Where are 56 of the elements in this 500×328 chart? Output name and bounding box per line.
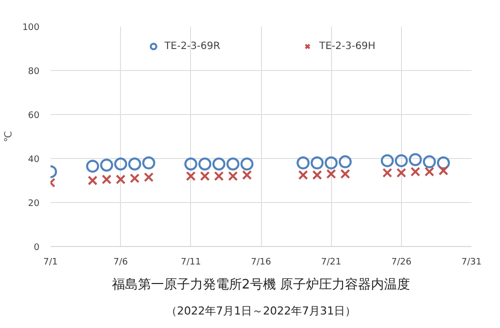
point: [408, 153, 422, 166]
x-tick-label: 7/1: [43, 258, 58, 268]
point: [130, 173, 140, 184]
point: [326, 169, 336, 179]
text: 福島第一原子力発電所2号機 原子炉圧力容器内温度: [112, 276, 410, 292]
point: [396, 168, 406, 178]
y-tick-label: 80: [28, 67, 40, 77]
x-tick-label: 7/31: [461, 258, 482, 268]
legend-label: TE-2-3-69H: [319, 40, 376, 52]
point: [410, 166, 420, 177]
point: [200, 171, 210, 181]
point: [240, 158, 254, 170]
y-tick-label: 100: [22, 23, 40, 33]
x-tick-label: 7/6: [113, 258, 128, 268]
point: [380, 154, 394, 168]
point: [424, 166, 434, 177]
point: [102, 174, 112, 184]
point: [212, 158, 226, 170]
point: [312, 170, 322, 180]
point: [114, 158, 128, 170]
point: [88, 176, 98, 186]
point: [436, 156, 450, 170]
y-tick-label: 60: [28, 111, 40, 121]
point: [198, 158, 212, 170]
point: [214, 171, 224, 181]
point: [296, 156, 310, 170]
point: [228, 171, 238, 181]
point: [100, 158, 114, 172]
point: [186, 171, 196, 181]
point: [298, 170, 308, 180]
y-tick-label: 20: [28, 199, 40, 209]
point: [340, 169, 350, 179]
point: [144, 172, 154, 182]
text: （2022年7月1日～2022年7月31日）: [166, 304, 356, 318]
x-tick-label: 7/26: [391, 258, 412, 268]
point: [128, 158, 142, 170]
point: [324, 156, 338, 170]
point: [438, 166, 448, 176]
point: [184, 158, 198, 170]
y-tick-label: 40: [28, 155, 40, 165]
point: [310, 156, 324, 170]
point: [86, 160, 100, 173]
y-axis-title: ℃: [3, 130, 14, 142]
x-tick-label: 7/21: [321, 258, 342, 268]
point: [338, 155, 352, 168]
point: [142, 156, 156, 170]
point: [394, 154, 408, 168]
point: [422, 155, 436, 168]
point: [382, 168, 392, 178]
legend-label: TE-2-3-69R: [164, 40, 220, 52]
x-tick-label: 7/11: [180, 258, 201, 268]
point: [226, 158, 240, 170]
point: [242, 170, 252, 180]
point: [116, 174, 126, 184]
x-tick-label: 7/16: [250, 258, 272, 268]
y-tick-label: 0: [34, 243, 40, 253]
